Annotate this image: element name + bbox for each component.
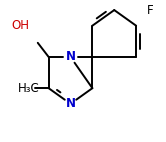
Text: H₃C: H₃C [17,82,39,95]
Text: F: F [147,4,154,17]
Text: N: N [66,50,76,63]
Text: OH: OH [11,19,30,32]
Text: N: N [66,97,76,110]
